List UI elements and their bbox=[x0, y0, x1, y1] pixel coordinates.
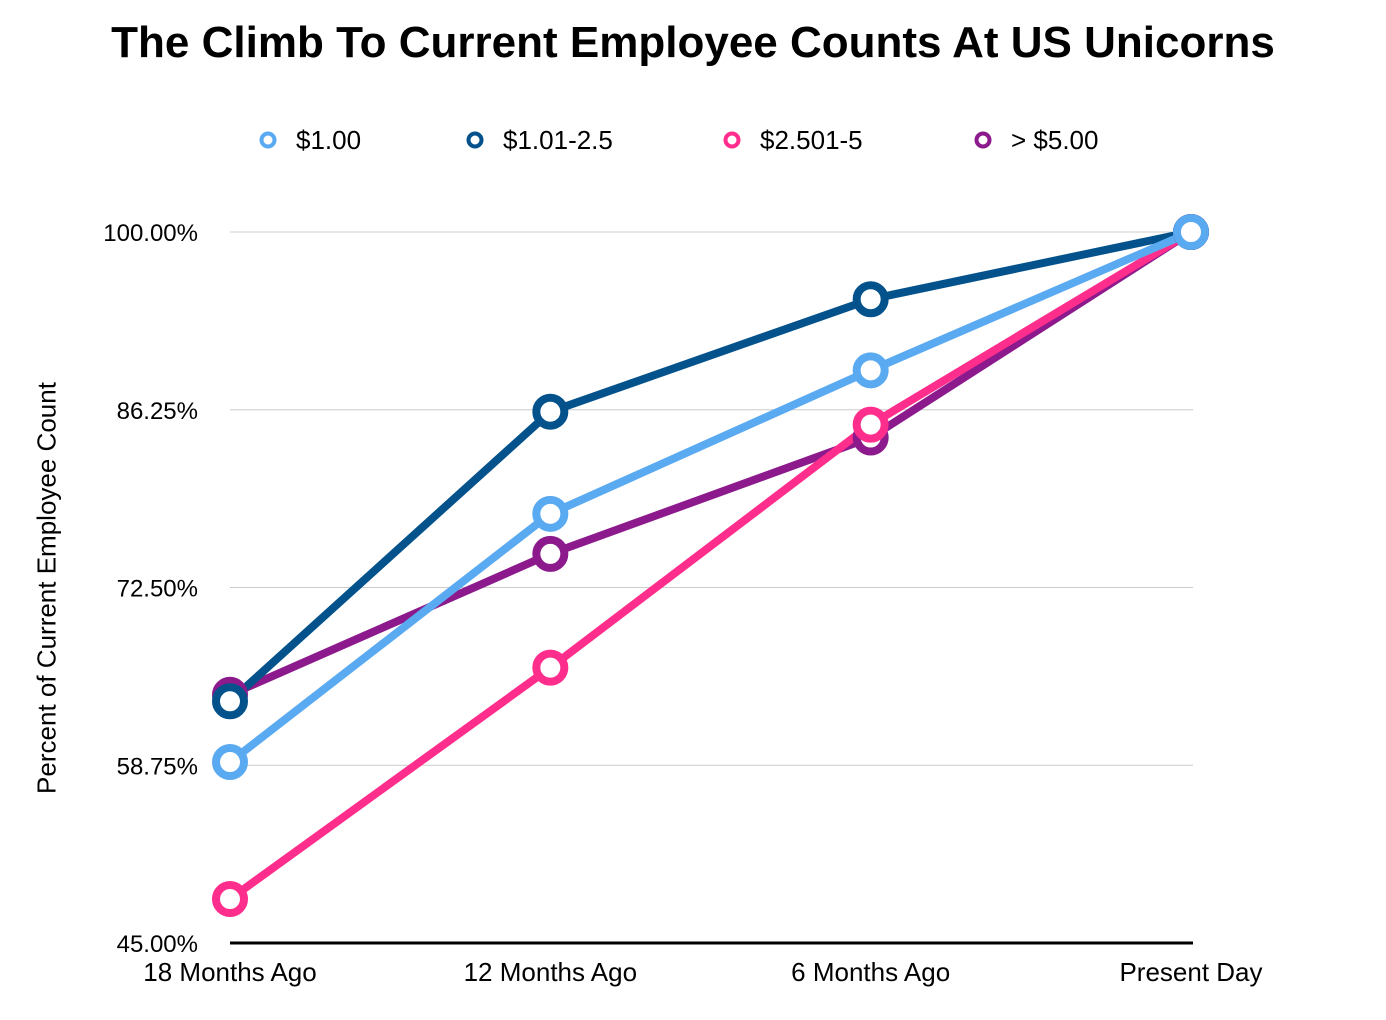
series-line-3 bbox=[226, 228, 1195, 904]
data-point-1-1 bbox=[212, 744, 248, 781]
y-tick-label: 58.75% bbox=[117, 753, 198, 780]
y-tick-label: 100.00% bbox=[103, 220, 198, 247]
data-point-1-2 bbox=[532, 495, 569, 532]
x-tick-label: 6 Months Ago bbox=[791, 957, 950, 987]
data-point-1-4 bbox=[1173, 214, 1209, 250]
legend-item-3: $2.501-5 bbox=[722, 122, 863, 158]
legend-marker-1 bbox=[259, 131, 277, 149]
gridlines bbox=[230, 231, 1193, 766]
y-tick-label: 72.50% bbox=[117, 576, 198, 603]
series-line-4 bbox=[226, 228, 1195, 699]
data-point-2-1 bbox=[212, 683, 248, 720]
y-tick-label: 86.25% bbox=[117, 398, 198, 425]
data-point-2-2 bbox=[532, 393, 569, 430]
legend-marker-2 bbox=[466, 131, 484, 149]
legend-label-2: $1.01-2.5 bbox=[503, 124, 613, 155]
legend-item-4: > $5.00 bbox=[973, 122, 1098, 158]
legend-label-1: $1.00 bbox=[296, 124, 362, 155]
data-point-4-2 bbox=[532, 535, 569, 572]
y-tick-label: 45.00% bbox=[117, 931, 198, 958]
legend-item-2: $1.01-2.5 bbox=[465, 122, 613, 158]
x-tick-labels: 18 Months Ago 12 Months Ago 6 Months Ago Pr… bbox=[143, 957, 1262, 987]
data-point-1-3 bbox=[852, 352, 889, 389]
x-tick-label: Present Day bbox=[1119, 957, 1262, 987]
data-point-3-2 bbox=[532, 649, 569, 686]
legend-item-1: $1.00 bbox=[258, 122, 361, 158]
data-point-2-3 bbox=[852, 281, 889, 318]
legend-label-3: $2.501-5 bbox=[760, 124, 863, 155]
series-markers bbox=[212, 214, 1209, 918]
chart-title: The Climb To Current Employee Counts At … bbox=[111, 18, 1275, 67]
data-point-3-1 bbox=[212, 881, 248, 918]
y-tick-labels: 45.00% 58.75% 72.50% 86.25% 100.00% bbox=[103, 220, 198, 958]
legend-label-4: > $5.00 bbox=[1011, 124, 1099, 155]
x-tick-label: 18 Months Ago bbox=[143, 957, 316, 987]
legend-marker-3 bbox=[723, 131, 741, 149]
series-lines bbox=[226, 228, 1195, 904]
chart-legend: $1.00 $1.01-2.5 $2.501-5 > $5.00 bbox=[0, 122, 1386, 162]
series-line-1 bbox=[226, 228, 1195, 767]
data-point-3-3 bbox=[852, 406, 889, 443]
x-tick-label: 12 Months Ago bbox=[464, 957, 637, 987]
series-line-2 bbox=[226, 228, 1195, 706]
legend-marker-4 bbox=[974, 131, 992, 149]
